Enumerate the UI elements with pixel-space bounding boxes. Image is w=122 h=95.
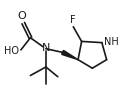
Polygon shape	[62, 50, 78, 60]
Text: F: F	[70, 15, 76, 25]
Text: HO: HO	[4, 46, 19, 56]
Text: N: N	[42, 43, 50, 53]
Text: O: O	[17, 11, 26, 21]
Text: NH: NH	[104, 37, 119, 47]
